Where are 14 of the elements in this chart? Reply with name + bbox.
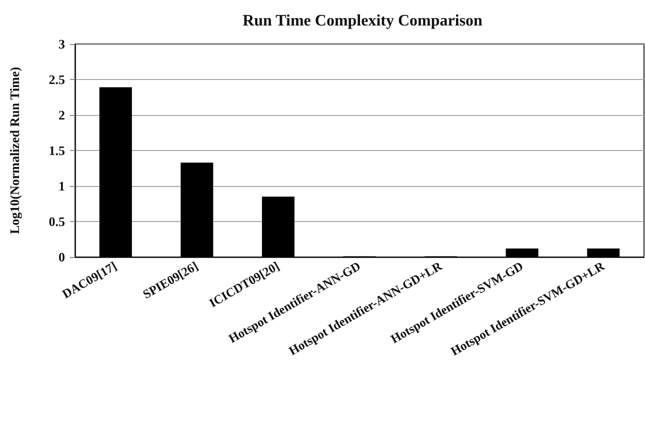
bar xyxy=(262,196,294,257)
bar xyxy=(506,248,538,257)
y-axis-title: Log10(Normalized Run Time) xyxy=(7,66,22,234)
bar xyxy=(99,87,132,257)
chart-title: Run Time Complexity Comparison xyxy=(242,12,483,30)
y-tick-label: 3 xyxy=(58,36,66,52)
y-tick-label: 2.5 xyxy=(48,72,66,87)
y-tick-label: 1.5 xyxy=(48,143,66,158)
bar xyxy=(587,248,620,257)
y-tick-label: 1 xyxy=(58,178,65,194)
y-tick-label: 0.5 xyxy=(48,214,66,229)
y-tick-label: 2 xyxy=(58,108,65,122)
y-tick-label: 0 xyxy=(58,250,65,264)
bar xyxy=(180,162,214,257)
